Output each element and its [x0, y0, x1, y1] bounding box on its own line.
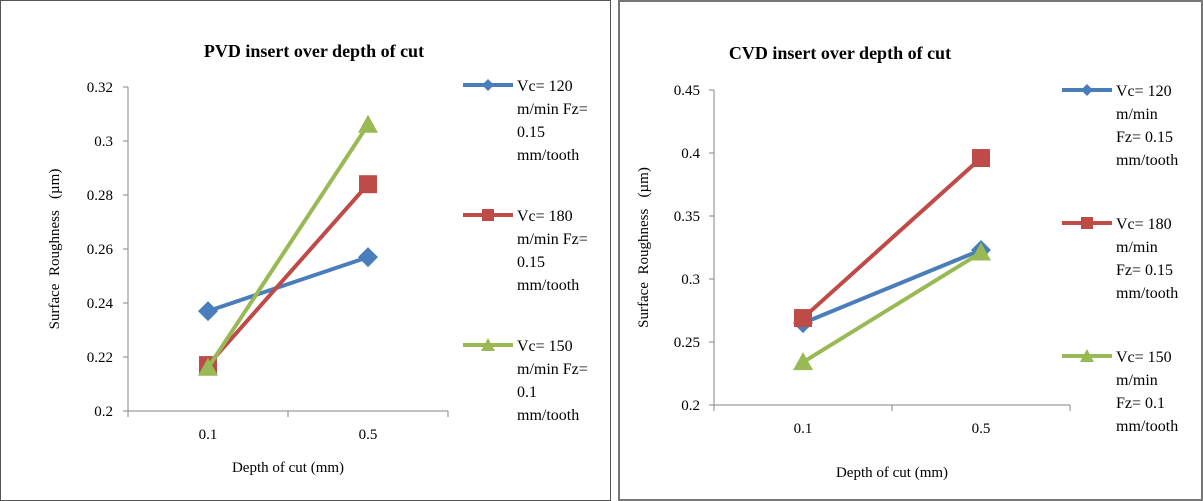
chart-pvd-svg: PVD insert over depth of cut 0.2 0.22 0.24 0… [47, 41, 588, 476]
chart-panel-pvd: PVD insert over depth of cut 0.2 0.22 0.24 0… [0, 0, 611, 501]
data-point-marker [794, 309, 812, 328]
y-axis-label: Surface Roughness (µm) [47, 169, 63, 330]
x-tick-label: 0.1 [794, 421, 813, 437]
chart-content: CVD insert over depth of cut 0.2 0.25 0.3 0.… [636, 43, 1178, 481]
y-tick-label: 0.45 [674, 83, 700, 99]
legend-label-line: Vc= 120 [1116, 83, 1172, 100]
legend-label-line: m/min [1116, 106, 1158, 123]
legend-label-line: m/min Fz= [517, 361, 588, 378]
legend-label-line: Vc= 150 [517, 338, 573, 355]
y-tick-label: 0.28 [87, 188, 113, 204]
chart-cvd-svg: CVD insert over depth of cut 0.2 0.25 0.3 0.… [636, 43, 1178, 481]
legend-label-line: Vc= 180 [1116, 216, 1172, 233]
series-line [801, 156, 983, 320]
legend-label-line: 0.1 [517, 384, 537, 401]
legend-swatch-marker [482, 79, 494, 91]
x-axis-label: Depth of cut (mm) [232, 460, 344, 476]
series-group [794, 149, 990, 328]
series-group [198, 114, 378, 376]
legend-swatch-marker [1080, 349, 1094, 362]
y-tick-label: 0.4 [681, 146, 700, 162]
legend-entry: Vc= 180 m/min Fz= 0.15 mm/tooth [463, 208, 588, 294]
y-tick-label: 0.32 [87, 80, 113, 96]
y-tick-label: 0.2 [94, 404, 113, 420]
legend-label-line: Vc= 150 [1116, 349, 1172, 366]
legend-swatch-marker [1081, 217, 1093, 229]
series-group [793, 240, 991, 334]
series-group [198, 247, 378, 322]
chart-title: CVD insert over depth of cut [729, 43, 951, 63]
legend-label-line: m/min [1116, 372, 1158, 389]
legend-label-line: Fz= 0.15 [1116, 129, 1173, 146]
data-point-marker [793, 352, 813, 371]
legend-label-line: m/min Fz= [517, 231, 588, 248]
data-point-marker [972, 149, 990, 168]
series-line [206, 182, 370, 367]
y-tick-label: 0.26 [87, 242, 114, 258]
y-tick-label: 0.2 [681, 398, 700, 414]
legend-label-line: mm/tooth [1116, 418, 1178, 435]
legend-label-line: Vc= 180 [517, 208, 573, 225]
series-line [802, 248, 982, 325]
x-axis-label: Depth of cut (mm) [836, 465, 948, 481]
chart-title: PVD insert over depth of cut [204, 41, 424, 61]
x-tick-label: 0.1 [199, 427, 218, 443]
legend-entry: Vc= 150 m/min Fz= 0.1 mm/tooth [463, 338, 588, 424]
legend-entry: Vc= 120 m/min Fz= 0.15 mm/tooth [463, 78, 588, 164]
y-tick-label: 0.24 [87, 296, 114, 312]
data-point-marker [198, 357, 218, 376]
y-tick-label: 0.22 [87, 350, 113, 366]
legend-entry: Vc= 150 m/min Fz= 0.1 mm/tooth [1062, 349, 1178, 435]
data-point-marker [359, 175, 377, 194]
chart-panel-cvd: CVD insert over depth of cut 0.2 0.25 0.3 0.… [618, 0, 1203, 501]
legend-label-line: mm/tooth [517, 147, 579, 164]
legend-label-line: m/min [1116, 239, 1158, 256]
legend-entry: Vc= 180 m/min Fz= 0.15 mm/tooth [1062, 216, 1178, 302]
y-tick-label: 0.3 [94, 134, 113, 150]
legend-label-line: Fz= 0.1 [1116, 395, 1165, 412]
x-tick-label: 0.5 [359, 427, 378, 443]
legend-label-line: mm/tooth [1116, 285, 1178, 302]
y-tick-label: 0.25 [674, 335, 700, 351]
series-line [206, 123, 370, 369]
data-point-marker [971, 242, 991, 261]
data-point-marker [358, 247, 378, 268]
series-line [207, 255, 369, 313]
legend-swatch-marker [481, 338, 495, 351]
data-point-marker [198, 301, 218, 322]
y-axis-label: Surface Roughness (µm) [636, 167, 652, 328]
series-group [793, 242, 991, 371]
legend-swatch-marker [482, 209, 494, 221]
legend-label-line: 0.15 [517, 124, 545, 141]
y-tick-label: 0.35 [674, 209, 700, 225]
chart-content: PVD insert over depth of cut 0.2 0.22 0.24 0… [47, 41, 588, 476]
legend-label-line: mm/tooth [517, 277, 579, 294]
legend-label-line: m/min Fz= [517, 101, 588, 118]
legend-swatch-marker [1081, 84, 1093, 96]
legend-label-line: Fz= 0.15 [1116, 262, 1173, 279]
legend-label-line: Vc= 120 [517, 78, 573, 95]
series-line [801, 250, 983, 364]
legend-label-line: mm/tooth [517, 407, 579, 424]
legend-entry: Vc= 120 m/min Fz= 0.15 mm/tooth [1062, 83, 1178, 169]
legend-label-line: 0.15 [517, 254, 545, 271]
y-tick-label: 0.3 [681, 272, 700, 288]
data-point-marker [358, 114, 378, 133]
x-tick-label: 0.5 [972, 421, 991, 437]
legend-label-line: mm/tooth [1116, 152, 1178, 169]
